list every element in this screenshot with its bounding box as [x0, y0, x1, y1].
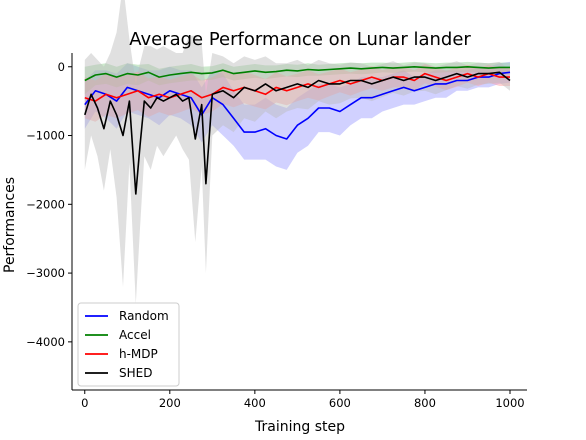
legend-label: h-MDP	[119, 347, 158, 361]
band-shed	[84, 0, 510, 304]
series-line-random	[84, 71, 511, 140]
band-accel	[84, 61, 511, 95]
band-random	[84, 61, 511, 170]
x-axis-label: Training step	[254, 419, 345, 435]
x-tick-label: 1000	[495, 396, 524, 410]
series-lines	[84, 66, 511, 195]
series-line-shed	[84, 71, 511, 195]
y-tick-label: −2000	[26, 197, 65, 211]
series-line-accel	[84, 66, 510, 82]
series-line-h-mdp	[84, 72, 510, 102]
y-tick-label: −1000	[26, 129, 65, 143]
x-tick-label: 600	[329, 396, 351, 410]
y-tick-label: −3000	[26, 266, 65, 280]
chart-legend: Random Accel h-MDP SHED	[77, 302, 180, 387]
x-tick-label: 200	[159, 396, 181, 410]
x-axis-ticks: 0 200 400 600 800 1000	[81, 390, 525, 410]
y-tick-label: −4000	[26, 335, 65, 349]
legend-label: Accel	[119, 328, 151, 342]
x-tick-label: 400	[244, 396, 266, 410]
legend-label: Random	[119, 309, 169, 323]
legend-label: SHED	[119, 366, 152, 380]
x-tick-label: 0	[81, 396, 88, 410]
x-tick-label: 800	[414, 396, 436, 410]
variance-bands	[84, 0, 511, 304]
chart-title: Average Performance on Lunar lander	[129, 29, 471, 50]
y-axis-label: Performances	[2, 177, 18, 273]
legend-box	[77, 302, 180, 387]
y-tick-label: 0	[58, 60, 65, 74]
y-axis-ticks: 0 −1000 −2000 −3000 −4000	[26, 60, 72, 349]
